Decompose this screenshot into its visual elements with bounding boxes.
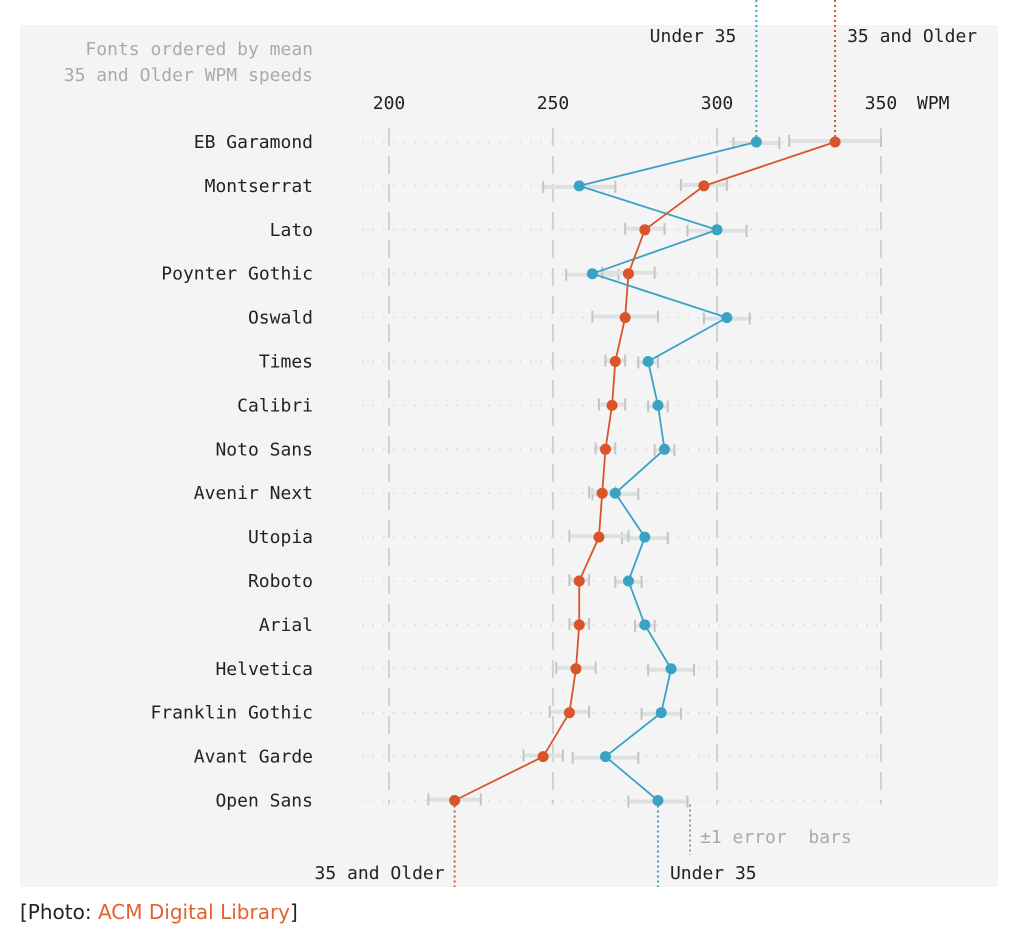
series-line-older xyxy=(454,141,836,802)
series-line-under35 xyxy=(575,141,757,802)
data-point-older xyxy=(563,707,575,719)
x-tick-label: 250 xyxy=(537,93,570,114)
chart-panel xyxy=(20,25,998,887)
category-label: Times xyxy=(259,352,313,373)
data-point-older xyxy=(449,795,461,806)
x-axis-label: WPM xyxy=(917,93,950,114)
data-point-older xyxy=(619,312,631,324)
data-point-under35 xyxy=(655,707,667,719)
data-point-older xyxy=(599,443,611,455)
data-point-older xyxy=(570,663,582,675)
category-label: Oswald xyxy=(248,308,313,329)
data-point-older xyxy=(573,619,585,631)
category-label: Open Sans xyxy=(215,791,313,812)
data-point-under35 xyxy=(721,312,733,324)
data-point-older xyxy=(639,224,651,236)
series-label-bottom: 35 and Older xyxy=(315,863,445,884)
data-point-older xyxy=(698,180,710,192)
data-point-older xyxy=(593,531,605,543)
category-label: Utopia xyxy=(248,527,313,548)
data-point-under35 xyxy=(586,268,598,280)
data-point-older xyxy=(609,356,621,367)
x-tick-label: 200 xyxy=(373,93,406,114)
data-point-under35 xyxy=(659,443,671,455)
category-label: Helvetica xyxy=(215,659,313,680)
data-point-under35 xyxy=(609,487,621,499)
chart-title-line: Fonts ordered by mean xyxy=(85,39,313,60)
data-point-older xyxy=(622,268,634,280)
data-point-under35 xyxy=(652,399,664,411)
category-label: Poynter Gothic xyxy=(161,264,313,285)
data-point-under35 xyxy=(652,795,664,806)
category-label: EB Garamond xyxy=(194,132,313,153)
data-point-older xyxy=(537,751,549,763)
category-label: Avant Garde xyxy=(194,747,313,768)
photo-caption: [Photo: ACM Digital Library] xyxy=(20,900,298,924)
data-point-under35 xyxy=(665,663,677,675)
data-point-under35 xyxy=(750,136,762,148)
error-bars-annotation: ±1 error bars xyxy=(700,827,852,848)
chart-title-line: 35 and Older WPM speeds xyxy=(64,65,313,86)
data-point-under35 xyxy=(599,751,611,763)
data-point-under35 xyxy=(711,224,723,236)
x-tick-label: 300 xyxy=(701,93,734,114)
data-point-under35 xyxy=(622,575,634,587)
category-label: Montserrat xyxy=(205,176,313,197)
category-label: Calibri xyxy=(237,395,313,416)
series-label-top: Under 35 xyxy=(650,26,737,47)
category-label: Arial xyxy=(259,615,313,636)
category-label: Franklin Gothic xyxy=(150,703,313,724)
series-label-top: 35 and Older xyxy=(847,26,977,47)
category-label: Avenir Next xyxy=(194,483,313,504)
data-point-under35 xyxy=(573,180,585,192)
category-label: Noto Sans xyxy=(215,439,313,460)
series-label-bottom: Under 35 xyxy=(670,863,757,884)
data-point-older xyxy=(606,399,618,411)
data-point-under35 xyxy=(642,356,654,367)
x-tick-label: 350 xyxy=(865,93,898,114)
data-point-older xyxy=(829,136,841,148)
data-point-older xyxy=(573,575,585,587)
data-point-older xyxy=(596,487,608,499)
category-label: Roboto xyxy=(248,571,313,592)
data-point-under35 xyxy=(639,531,651,543)
caption-suffix: ] xyxy=(290,900,298,924)
caption-prefix: [Photo: xyxy=(20,900,98,924)
caption-source-link[interactable]: ACM Digital Library xyxy=(97,900,291,924)
category-label: Lato xyxy=(270,220,313,241)
data-point-under35 xyxy=(639,619,651,631)
